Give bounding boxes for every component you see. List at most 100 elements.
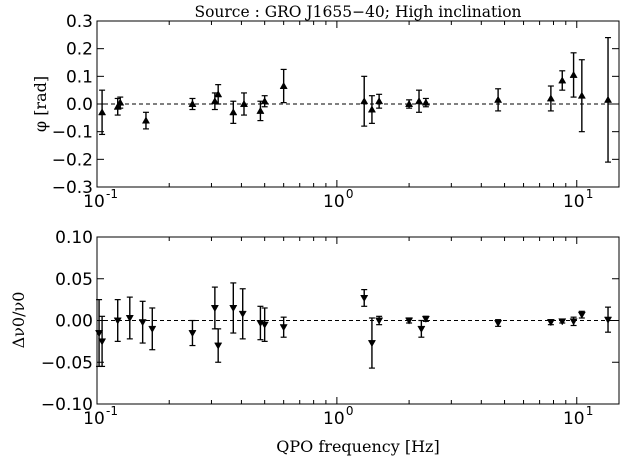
data-point	[603, 306, 613, 333]
data-marker	[148, 325, 157, 333]
y-tick-label: 0.00	[55, 312, 93, 332]
data-marker	[210, 97, 219, 105]
panel-phase: Source : GRO J1655−40; High inclination …	[31, 3, 620, 212]
x-tick-label: 10	[323, 192, 345, 212]
data-point	[98, 315, 107, 368]
data-marker	[367, 105, 376, 113]
y-tick-label: 0.2	[66, 40, 93, 60]
x-tick-exponent: -1	[106, 187, 118, 201]
y-tick-label: −0.10	[41, 395, 93, 415]
data-point	[141, 111, 150, 130]
x-tick-label: 10	[83, 192, 105, 212]
data-point	[569, 316, 578, 327]
data-marker	[214, 342, 223, 350]
x-axis-label: QPO frequency [Hz]	[276, 437, 439, 456]
data-point	[577, 310, 586, 319]
data-point	[558, 318, 567, 326]
data-point	[260, 307, 269, 342]
y-tick-label: 0.1	[66, 67, 93, 87]
data-point	[214, 84, 223, 105]
data-marker	[260, 321, 269, 329]
data-marker	[414, 97, 424, 105]
data-marker	[125, 315, 134, 323]
data-marker	[494, 95, 503, 103]
data-point	[603, 36, 613, 163]
data-point	[138, 300, 147, 344]
data-point	[405, 317, 414, 325]
data-marker	[98, 338, 107, 346]
x-tick-label: 10	[563, 192, 585, 212]
data-point	[375, 93, 384, 109]
data-point	[494, 88, 503, 112]
data-marker	[214, 90, 223, 98]
data-point	[421, 97, 430, 108]
data-marker	[188, 330, 197, 338]
data-point	[113, 97, 122, 116]
data-marker	[360, 295, 369, 303]
data-point	[260, 95, 269, 108]
data-marker	[229, 305, 238, 313]
data-point	[188, 319, 197, 347]
data-point	[546, 85, 555, 112]
data-point	[95, 299, 104, 368]
data-point	[546, 319, 555, 327]
data-marker	[417, 325, 426, 333]
data-marker	[569, 318, 578, 326]
data-point	[577, 59, 586, 133]
data-marker	[188, 99, 197, 107]
data-marker	[95, 330, 104, 338]
data-marker	[256, 106, 265, 114]
data-marker	[98, 108, 107, 116]
data-point	[279, 68, 288, 104]
data-marker	[138, 319, 147, 327]
y-tick-label: −0.3	[52, 178, 93, 198]
data-point	[210, 286, 219, 330]
data-point	[494, 319, 503, 328]
data-marker	[367, 340, 376, 348]
data-marker	[238, 310, 247, 318]
data-point	[569, 52, 578, 98]
data-point	[229, 100, 238, 124]
data-marker	[569, 70, 578, 78]
data-point	[360, 75, 369, 127]
data-marker	[239, 99, 249, 107]
x-tick-exponent: -1	[106, 404, 118, 418]
x-tick-label: 10	[83, 409, 105, 429]
x-tick-label: 10	[563, 409, 585, 429]
data-marker	[260, 97, 269, 105]
data-point	[148, 307, 157, 351]
data-point	[279, 316, 288, 338]
x-tick-exponent: 1	[586, 404, 594, 418]
data-marker	[375, 97, 384, 105]
y-tick-label: −0.2	[52, 150, 93, 170]
data-point	[256, 100, 265, 122]
data-marker	[421, 315, 430, 323]
data-point	[360, 289, 369, 307]
data-point	[367, 95, 376, 124]
x-tick-exponent: 0	[346, 404, 354, 418]
data-marker	[229, 108, 238, 116]
y-tick-label: −0.1	[52, 123, 93, 143]
data-point	[417, 319, 426, 338]
data-point	[113, 299, 122, 342]
y-axis-label-bottom: Δν0/ν0	[9, 292, 28, 349]
data-marker	[405, 99, 414, 107]
y-tick-label: 0.05	[55, 270, 93, 290]
data-marker	[210, 305, 219, 313]
data-point	[558, 70, 567, 91]
data-point	[125, 296, 134, 340]
data-point	[210, 92, 219, 111]
data-marker	[141, 116, 150, 124]
data-marker	[577, 91, 586, 99]
data-point	[421, 315, 430, 323]
y-tick-label: 0.10	[55, 228, 93, 248]
data-marker	[603, 316, 613, 324]
data-point	[116, 96, 125, 109]
data-marker	[558, 318, 567, 326]
data-point	[405, 99, 414, 109]
data-point	[238, 288, 247, 340]
data-marker	[116, 98, 125, 106]
data-marker	[421, 98, 430, 106]
